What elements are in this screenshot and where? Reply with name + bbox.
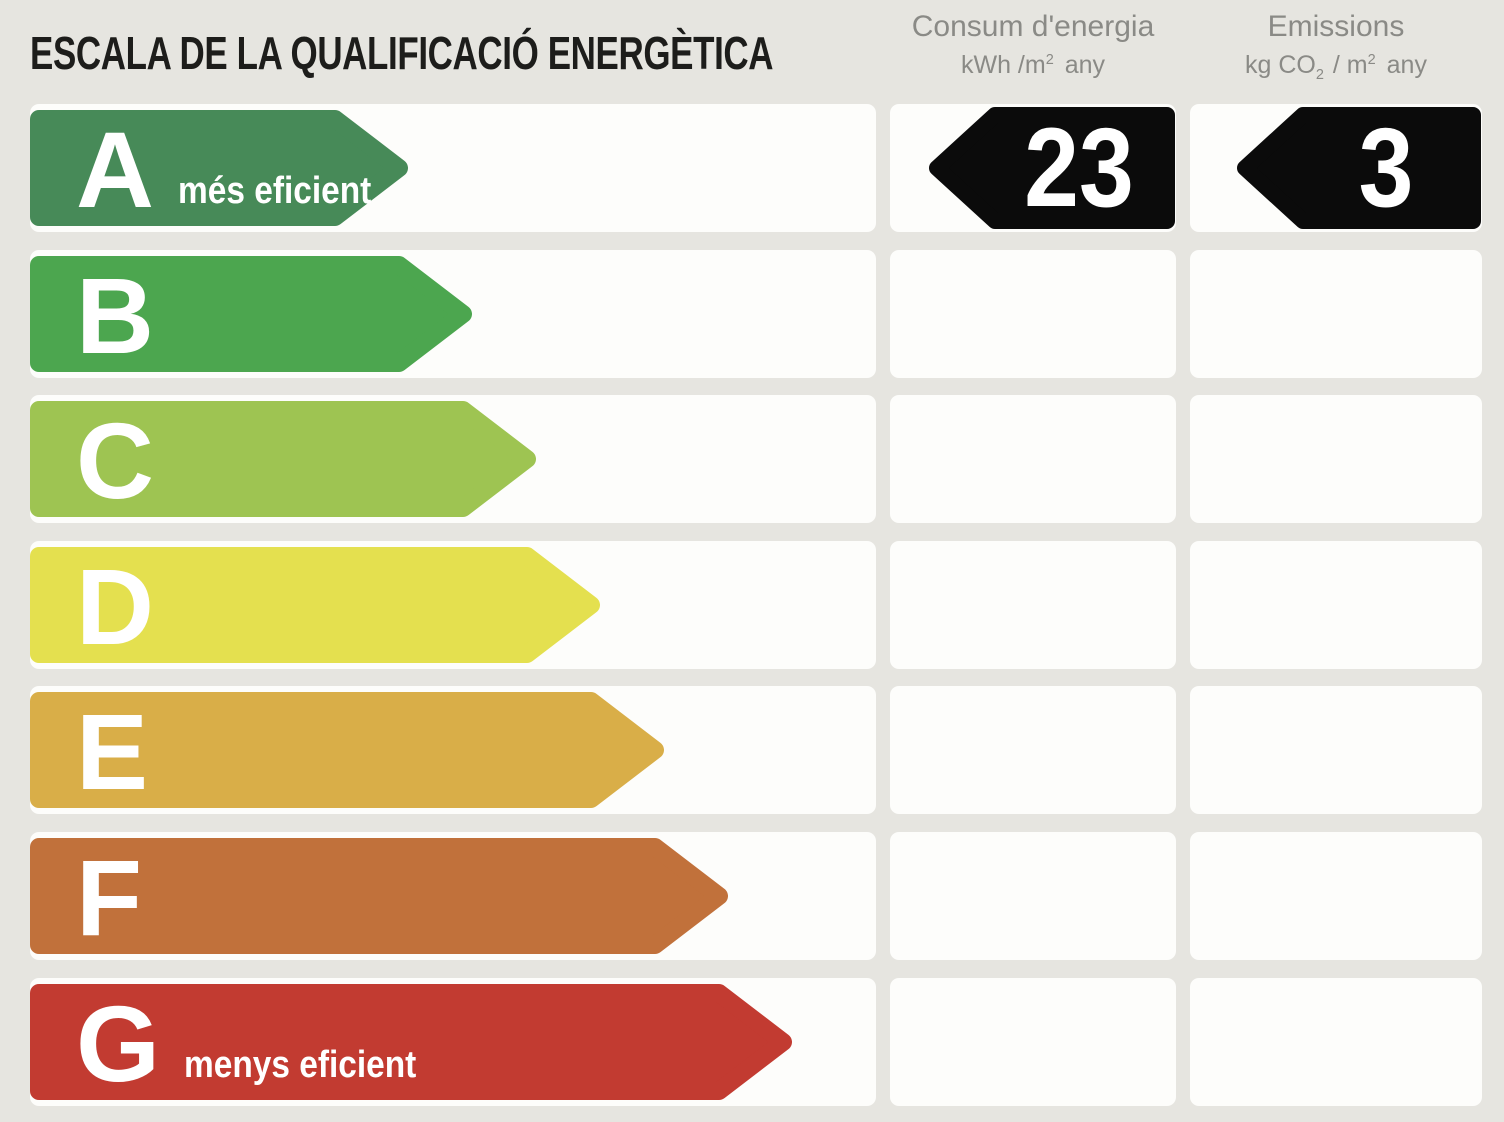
- emissions-cell-g: [1190, 977, 1482, 1106]
- page-title: ESCALA DE LA QUALIFICACIÓ ENERGÈTICA: [30, 27, 774, 79]
- emissions-column-title: Emissions: [1267, 10, 1405, 43]
- bar-panel-f: F: [30, 831, 876, 960]
- consum-cell-c: [890, 395, 1176, 524]
- rating-bar-d: D: [30, 546, 600, 663]
- rating-sublabel: menys eficient: [184, 1043, 417, 1086]
- bar-arrow-shape: [30, 401, 536, 518]
- bar-arrow-shape: [30, 983, 792, 1100]
- badge-arrow-shape: [1237, 107, 1481, 229]
- bar-label: E: [30, 692, 664, 808]
- rating-letter: A: [76, 109, 154, 230]
- bar-panel-b: B: [30, 249, 876, 378]
- emissions-column-unit: kg CO2 / m2 any: [1245, 51, 1427, 83]
- emissions-value: 3: [1358, 105, 1414, 230]
- consum-cell-e: [890, 686, 1176, 815]
- rating-letter: B: [76, 254, 154, 376]
- emissions-cell-d: [1190, 540, 1482, 669]
- bar-arrow-shape: [30, 546, 600, 663]
- bar-arrow-shape: [30, 837, 728, 954]
- emissions-cell-c: [1190, 395, 1482, 524]
- bar-arrow-shape: [30, 110, 408, 226]
- bar-label: B: [30, 256, 472, 372]
- emissions-cell-f: [1190, 831, 1482, 960]
- bar-arrow-shape: [30, 255, 472, 372]
- bar-arrow-shape: [30, 692, 664, 809]
- bar-panel-a: A més eficient: [30, 104, 876, 232]
- rating-row-b: B: [30, 249, 1482, 378]
- rating-bar-b: B: [30, 255, 472, 372]
- consum-cell-f: [890, 831, 1176, 960]
- badge-arrow-shape: [929, 107, 1175, 229]
- consum-column-title: Consum d'energia: [911, 10, 1155, 43]
- consum-cell-g: [890, 977, 1176, 1106]
- rating-row-g: G menys eficient: [30, 977, 1482, 1106]
- consum-column-header: Consum d'energia kWh /m2 any: [890, 10, 1176, 80]
- rating-row-d: D: [30, 540, 1482, 669]
- rating-bar-g: G menys eficient: [30, 983, 792, 1100]
- rating-letter: C: [76, 400, 154, 522]
- rating-bar-a: A més eficient: [30, 110, 408, 226]
- bar-panel-c: C: [30, 395, 876, 524]
- bar-panel-e: E: [30, 686, 876, 815]
- rating-row-c: C: [30, 395, 1482, 524]
- rating-bar-e: E: [30, 692, 664, 809]
- emissions-cell-b: [1190, 249, 1482, 378]
- rating-row-a: A més eficient 23 3: [30, 104, 1482, 232]
- rating-row-e: E: [30, 686, 1482, 815]
- emissions-cell-e: [1190, 686, 1482, 815]
- rating-letter: D: [76, 545, 154, 667]
- rating-bar-f: F: [30, 837, 728, 954]
- consum-cell-b: [890, 249, 1176, 378]
- bar-panel-g: G menys eficient: [30, 977, 876, 1106]
- consum-cell-a: 23: [890, 104, 1176, 232]
- bar-label: C: [30, 401, 536, 517]
- bar-label: F: [30, 838, 728, 954]
- rating-rows: A més eficient 23 3 B: [30, 104, 1482, 1106]
- rating-letter: F: [76, 836, 142, 958]
- consum-value: 23: [1024, 105, 1134, 230]
- rating-row-f: F: [30, 831, 1482, 960]
- emissions-column-header: Emissions kg CO2 / m2 any: [1190, 10, 1482, 84]
- consum-cell-d: [890, 540, 1176, 669]
- bar-label: A més eficient: [30, 110, 408, 226]
- consum-badge: 23: [928, 106, 1176, 230]
- rating-bar-c: C: [30, 401, 536, 518]
- bar-label: D: [30, 547, 600, 663]
- rating-letter: G: [76, 982, 161, 1104]
- bar-label: G menys eficient: [30, 984, 792, 1100]
- emissions-badge: 3: [1236, 106, 1482, 230]
- emissions-cell-a: 3: [1190, 104, 1482, 232]
- bar-panel-d: D: [30, 540, 876, 669]
- consum-column-unit: kWh /m2 any: [960, 51, 1106, 79]
- rating-sublabel: més eficient: [178, 170, 372, 212]
- rating-letter: E: [76, 691, 149, 813]
